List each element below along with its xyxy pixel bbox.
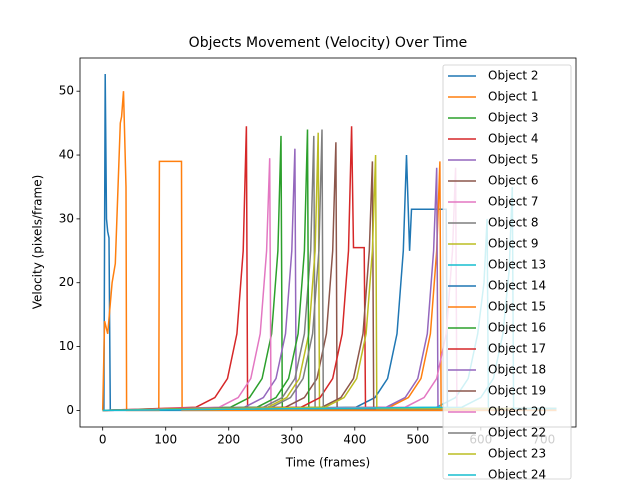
y-tick-label: 30: [59, 211, 74, 225]
y-tick-label: 50: [59, 84, 74, 98]
data-line: [102, 126, 557, 412]
y-tick-label: 40: [59, 148, 74, 162]
legend-label: Object 15: [488, 300, 546, 314]
data-line: [102, 129, 557, 412]
data-line: [102, 167, 557, 412]
data-line: [102, 135, 557, 412]
legend-label: Object 24: [488, 468, 546, 480]
x-tick-label: 200: [217, 433, 240, 447]
y-tick-label: 20: [59, 275, 74, 289]
chart-title: Objects Movement (Velocity) Over Time: [189, 35, 468, 51]
data-line: [102, 154, 557, 412]
legend-label: Object 17: [488, 342, 546, 356]
legend-label: Object 22: [488, 426, 546, 440]
x-tick-label: 0: [99, 433, 107, 447]
axes-frame: [79, 57, 577, 428]
data-line: [102, 142, 557, 412]
legend-label: Object 16: [488, 321, 546, 335]
legend-label: Object 8: [488, 216, 539, 230]
data-line: [101, 91, 557, 412]
legend-label: Object 23: [488, 447, 546, 461]
y-tick-label: 10: [59, 339, 74, 353]
data-line: [102, 126, 557, 412]
legend-label: Object 1: [488, 90, 539, 104]
data-line: [102, 158, 557, 412]
x-tick-label: 300: [280, 433, 303, 447]
data-line: [102, 135, 557, 412]
data-line: [102, 129, 557, 412]
legend-label: Object 5: [488, 153, 539, 167]
data-line: [102, 148, 557, 412]
x-tick-label: 500: [406, 433, 429, 447]
legend: Object 2 Object 1 Object 3 Object 4 Object 5…: [442, 64, 572, 480]
y-tick-label: 0: [66, 403, 74, 417]
y-axis-label: Velocity (pixels/frame): [31, 175, 45, 310]
legend-label: Object 3: [488, 111, 539, 125]
legend-label: Object 6: [488, 174, 539, 188]
legend-label: Object 14: [488, 279, 546, 293]
legend-label: Object 4: [488, 132, 539, 146]
legend-label: Object 19: [488, 384, 546, 398]
data-line: [102, 161, 557, 412]
legend-label: Object 9: [488, 237, 539, 251]
legend-label: Object 7: [488, 195, 539, 209]
legend-label: Object 20: [488, 405, 546, 419]
legend-box: [442, 64, 572, 480]
data-line: [102, 161, 557, 412]
legend-label: Object 13: [488, 258, 546, 272]
x-tick-label: 400: [343, 433, 366, 447]
legend-label: Object 18: [488, 363, 546, 377]
x-tick-label: 100: [154, 433, 177, 447]
legend-label: Object 2: [488, 69, 539, 83]
x-axis-label: Time (frames): [285, 456, 370, 470]
